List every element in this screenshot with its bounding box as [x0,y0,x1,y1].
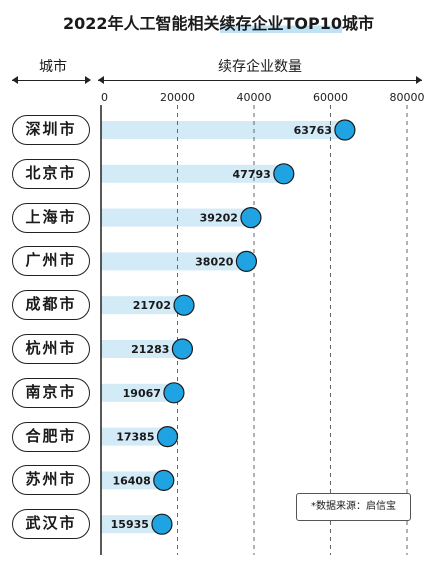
axis-header-rule [98,80,422,81]
left-arrow-icon [12,76,18,84]
bar [101,383,174,402]
right-arrow-icon [85,76,91,84]
data-label: 21283 [131,343,169,356]
value-dot [273,163,295,185]
city-label: 成都市 [12,290,90,321]
value-dot [151,513,173,535]
x-tick-label: 20000 [160,91,195,104]
data-label: 38020 [195,255,234,268]
data-label: 63763 [294,124,332,137]
bar [101,340,183,358]
value-dot [163,382,185,404]
bar [101,515,162,534]
value-dot [173,294,195,316]
city-label: 武汉市 [12,509,90,540]
city-label: 杭州市 [12,334,90,364]
title-highlight: 续存企业TOP10 [219,14,343,33]
city-label: 合肥市 [12,421,90,452]
data-label: 39202 [200,212,238,225]
x-tick-label: 0 [101,91,108,104]
source-note: *数据来源：启信宝 [296,493,411,521]
bar [101,471,164,490]
data-label: 47793 [233,168,271,181]
value-dot [235,250,258,272]
right-arrow-icon [416,76,422,84]
city-label: 深圳市 [12,115,90,145]
data-label: 21702 [133,299,171,312]
data-label: 15935 [111,518,149,531]
city-label: 北京市 [12,158,90,189]
bar [101,252,247,271]
city-label: 南京市 [12,377,90,408]
value-dot [156,426,179,448]
city-column-header: 城市 [39,59,67,75]
x-tick-label: 80000 [390,91,425,104]
bar [101,121,345,139]
data-label: 19067 [123,387,161,400]
value-dot [334,119,356,141]
data-label: 16408 [112,474,150,487]
value-dot [171,338,194,360]
data-label: 17385 [116,431,154,444]
left-arrow-icon [98,76,104,84]
bar [101,164,284,183]
bar [101,296,185,315]
value-dot [153,469,175,491]
title-suffix: 城市 [342,14,375,33]
x-tick-label: 40000 [237,91,272,104]
chart-title: 2022年人工智能相关续存企业TOP10城市 [0,10,437,34]
title-prefix: 2022年人工智能相关 [62,14,220,33]
city-header-rule [12,80,90,81]
city-label: 广州市 [12,246,90,277]
bar [101,427,168,446]
value-dot [240,207,262,229]
city-label: 苏州市 [12,465,90,496]
bar [101,208,251,227]
city-label: 上海市 [12,202,90,233]
axis-header: 续存企业数量 [218,59,302,75]
x-tick-label: 60000 [313,91,348,104]
